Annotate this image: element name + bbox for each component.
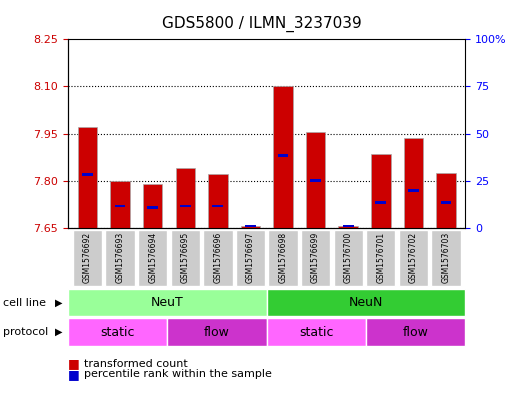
Bar — [110, 181, 130, 228]
FancyBboxPatch shape — [106, 230, 135, 286]
Text: GSM1576699: GSM1576699 — [311, 232, 320, 283]
Bar — [176, 168, 195, 228]
Bar — [78, 127, 97, 228]
Text: GSM1576693: GSM1576693 — [116, 232, 124, 283]
Bar — [376, 201, 386, 204]
Bar — [371, 154, 391, 228]
Text: static: static — [299, 325, 334, 339]
Bar — [338, 226, 358, 228]
FancyBboxPatch shape — [203, 230, 233, 286]
Bar — [436, 173, 456, 228]
FancyBboxPatch shape — [431, 230, 461, 286]
Text: GSM1576696: GSM1576696 — [213, 232, 222, 283]
Bar — [278, 154, 288, 157]
Bar — [310, 179, 321, 182]
Bar — [306, 132, 325, 228]
Text: static: static — [100, 325, 135, 339]
Bar — [143, 184, 163, 228]
Bar — [68, 318, 167, 346]
Bar — [167, 318, 267, 346]
Text: GSM1576701: GSM1576701 — [376, 232, 385, 283]
Text: GDS5800 / ILMN_3237039: GDS5800 / ILMN_3237039 — [162, 16, 361, 32]
Bar — [440, 201, 451, 204]
Bar — [82, 173, 93, 176]
Text: GSM1576703: GSM1576703 — [441, 232, 450, 283]
Bar — [366, 318, 465, 346]
FancyBboxPatch shape — [399, 230, 428, 286]
FancyBboxPatch shape — [334, 230, 363, 286]
Text: ■: ■ — [68, 367, 79, 381]
Text: flow: flow — [403, 325, 429, 339]
Text: percentile rank within the sample: percentile rank within the sample — [84, 369, 271, 379]
Text: cell line: cell line — [3, 298, 46, 308]
FancyBboxPatch shape — [73, 230, 102, 286]
Bar — [147, 206, 158, 209]
Text: GSM1576700: GSM1576700 — [344, 232, 353, 283]
Text: flow: flow — [204, 325, 230, 339]
Bar — [208, 174, 228, 228]
Text: GSM1576702: GSM1576702 — [409, 232, 418, 283]
Text: ■: ■ — [68, 357, 79, 370]
Bar — [212, 204, 223, 208]
Text: NeuT: NeuT — [151, 296, 184, 309]
FancyBboxPatch shape — [366, 230, 395, 286]
Bar — [343, 225, 354, 228]
Text: GSM1576692: GSM1576692 — [83, 232, 92, 283]
Text: ▶: ▶ — [55, 298, 62, 308]
Text: NeuN: NeuN — [349, 296, 383, 309]
Text: GSM1576697: GSM1576697 — [246, 232, 255, 283]
Bar — [180, 204, 191, 208]
Bar — [267, 289, 465, 316]
Bar — [68, 289, 267, 316]
Text: GSM1576694: GSM1576694 — [148, 232, 157, 283]
FancyBboxPatch shape — [268, 230, 298, 286]
FancyBboxPatch shape — [138, 230, 167, 286]
Text: protocol: protocol — [3, 327, 48, 337]
FancyBboxPatch shape — [301, 230, 330, 286]
Text: transformed count: transformed count — [84, 358, 187, 369]
Bar — [115, 204, 126, 208]
Bar — [241, 226, 260, 228]
Text: GSM1576695: GSM1576695 — [181, 232, 190, 283]
Text: ▶: ▶ — [55, 327, 62, 337]
Bar — [404, 138, 423, 228]
Bar — [273, 86, 293, 228]
FancyBboxPatch shape — [170, 230, 200, 286]
Bar — [245, 225, 256, 228]
Text: GSM1576698: GSM1576698 — [279, 232, 288, 283]
Bar — [408, 189, 419, 192]
FancyBboxPatch shape — [236, 230, 265, 286]
Bar — [267, 318, 366, 346]
